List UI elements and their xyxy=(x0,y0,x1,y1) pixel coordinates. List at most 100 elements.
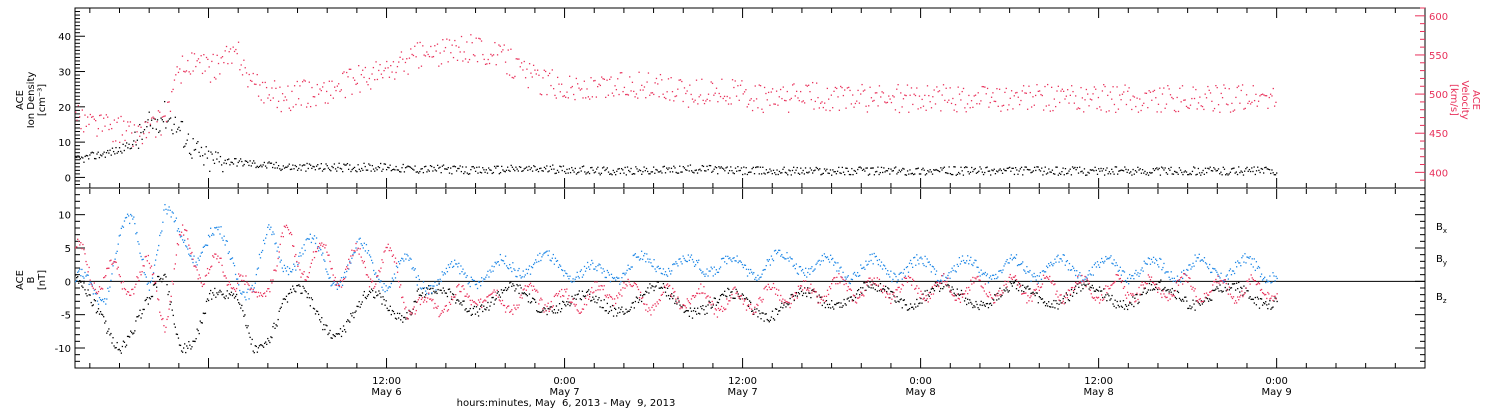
data-point xyxy=(655,270,657,273)
data-point xyxy=(950,271,952,273)
data-point xyxy=(687,254,689,256)
data-point xyxy=(861,83,863,86)
data-point xyxy=(1130,302,1132,304)
data-point xyxy=(1259,297,1262,300)
data-point xyxy=(338,333,341,335)
data-point xyxy=(100,287,103,289)
data-point xyxy=(932,96,934,98)
data-point xyxy=(741,293,743,295)
data-point xyxy=(368,290,371,292)
data-point xyxy=(396,312,399,315)
data-point xyxy=(467,283,469,285)
data-point xyxy=(616,295,618,297)
data-point xyxy=(306,237,308,240)
data-point xyxy=(95,291,98,294)
data-point xyxy=(513,284,515,287)
data-point xyxy=(115,252,117,254)
data-point xyxy=(190,252,192,255)
data-point xyxy=(565,172,567,175)
data-point xyxy=(921,98,923,101)
data-point xyxy=(1115,307,1117,309)
data-point xyxy=(1003,168,1005,170)
data-point xyxy=(617,277,619,279)
data-point xyxy=(690,93,692,96)
data-point xyxy=(1131,303,1133,306)
data-point xyxy=(915,168,917,170)
data-point xyxy=(145,136,148,139)
data-point xyxy=(798,99,800,102)
data-point xyxy=(259,292,262,294)
data-point xyxy=(126,290,129,293)
data-point xyxy=(1276,277,1278,280)
data-point xyxy=(191,52,193,54)
data-point xyxy=(1072,90,1074,93)
data-point xyxy=(1115,111,1117,114)
data-point xyxy=(966,103,969,105)
data-point xyxy=(260,99,262,101)
data-point xyxy=(224,244,226,246)
data-point xyxy=(1148,282,1151,285)
data-point xyxy=(301,272,303,275)
data-point xyxy=(603,285,605,287)
data-point xyxy=(454,296,456,298)
data-point xyxy=(246,281,248,283)
data-point xyxy=(356,305,358,307)
data-point xyxy=(337,166,339,169)
data-point xyxy=(819,168,821,170)
data-point xyxy=(165,208,167,211)
data-point xyxy=(1131,174,1133,176)
data-point xyxy=(196,142,198,145)
data-point xyxy=(852,299,855,302)
data-point xyxy=(203,164,205,166)
data-point xyxy=(710,307,712,309)
data-point xyxy=(732,172,734,174)
data-point xyxy=(288,107,290,109)
data-point xyxy=(573,171,575,173)
data-point xyxy=(928,261,930,263)
data-point xyxy=(715,87,718,89)
data-point xyxy=(1199,304,1201,306)
data-point xyxy=(1275,101,1277,103)
data-point xyxy=(470,34,472,36)
data-point xyxy=(442,39,444,41)
data-point xyxy=(89,281,91,283)
data-point xyxy=(1208,89,1210,91)
data-point xyxy=(1006,167,1008,170)
data-point xyxy=(990,278,993,280)
data-point xyxy=(805,84,807,86)
data-point xyxy=(832,169,834,171)
data-point xyxy=(806,295,808,298)
data-point xyxy=(130,147,133,149)
data-point xyxy=(1179,281,1182,283)
data-point xyxy=(833,264,835,266)
data-point xyxy=(1243,108,1245,110)
data-point xyxy=(589,293,591,295)
data-point xyxy=(155,136,157,138)
data-point xyxy=(1184,170,1186,172)
data-point xyxy=(764,268,766,271)
data-point xyxy=(1026,108,1029,110)
data-point xyxy=(417,275,419,277)
data-point xyxy=(284,226,287,228)
data-point xyxy=(564,303,566,306)
data-point xyxy=(970,256,972,259)
data-point xyxy=(1092,274,1094,276)
data-point xyxy=(549,306,551,308)
data-point xyxy=(872,167,874,169)
data-point xyxy=(1026,265,1028,268)
data-point xyxy=(93,118,95,120)
data-point xyxy=(325,244,327,246)
data-point xyxy=(350,262,352,264)
data-point xyxy=(544,304,546,306)
data-point xyxy=(230,287,233,289)
data-point xyxy=(858,275,860,277)
data-point xyxy=(605,168,607,171)
data-point xyxy=(663,96,666,99)
data-point xyxy=(625,308,627,310)
data-point xyxy=(164,273,166,276)
data-point xyxy=(641,173,643,175)
data-point xyxy=(272,279,274,281)
data-point xyxy=(837,262,839,264)
data-point xyxy=(622,287,624,289)
data-point xyxy=(1128,283,1130,285)
